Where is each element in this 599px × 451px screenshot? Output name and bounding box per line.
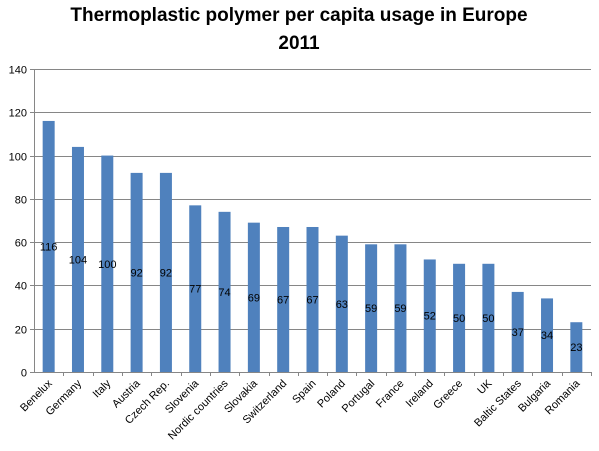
x-tick-label: France	[374, 378, 407, 411]
x-tick-label: Portugal	[340, 378, 377, 415]
data-label: 92	[160, 267, 172, 279]
bars	[42, 120, 583, 372]
data-label: 69	[248, 292, 260, 304]
y-tick-label: 40	[15, 281, 27, 293]
data-labels: 116 104 100 92 92 77 74 69 67 67 63 59 59 52 50 50 37 34 2…	[40, 241, 583, 354]
y-tick-label: 80	[15, 195, 27, 207]
y-tick-label: 140	[9, 65, 27, 77]
data-label: 63	[336, 299, 348, 311]
y-tick-label: 60	[15, 238, 27, 250]
chart-title-line-1: Thermoplastic polymer per capita usage i…	[70, 5, 527, 26]
axes	[30, 69, 592, 376]
y-tick-label: 20	[15, 325, 27, 337]
data-label: 23	[570, 342, 582, 354]
bar	[511, 291, 524, 372]
bar	[42, 120, 55, 372]
data-label: 37	[512, 327, 524, 339]
bar	[394, 244, 407, 372]
data-label: 50	[453, 313, 465, 325]
bar	[335, 235, 348, 372]
bar	[130, 172, 143, 372]
bar	[453, 263, 466, 372]
data-label: 67	[306, 294, 318, 306]
data-label: 67	[277, 294, 289, 306]
x-tick-label: Ireland	[404, 378, 436, 410]
x-tick-label: Italy	[91, 377, 114, 400]
bar	[189, 205, 202, 372]
y-tick-label: 120	[9, 108, 27, 120]
y-tick-labels: 0 20 40 60 80 100 120 140	[9, 65, 27, 380]
bar	[101, 155, 114, 372]
data-label: 116	[40, 241, 58, 253]
data-label: 34	[541, 330, 553, 342]
data-label: 104	[69, 254, 87, 266]
data-label: 52	[424, 311, 436, 323]
x-tick-label: UK	[475, 377, 495, 397]
data-label: 50	[482, 313, 494, 325]
x-tick-label: Greece	[431, 378, 465, 412]
data-label: 59	[394, 303, 406, 315]
y-tick-label: 100	[9, 152, 27, 164]
y-tick-label: 0	[21, 368, 27, 380]
bar	[482, 263, 495, 372]
bar	[570, 322, 583, 372]
data-label: 77	[189, 284, 201, 296]
bar	[247, 222, 260, 372]
bar	[365, 244, 378, 372]
bar	[423, 259, 436, 372]
data-label: 100	[98, 259, 116, 271]
bar	[541, 298, 554, 372]
bar	[159, 172, 172, 372]
bar	[218, 211, 231, 372]
data-label: 92	[130, 267, 142, 279]
data-label: 74	[218, 287, 230, 299]
data-label: 59	[365, 303, 377, 315]
bar	[71, 146, 84, 372]
chart-title-line-2: 2011	[278, 33, 320, 54]
bar	[277, 226, 290, 372]
bar	[306, 226, 319, 372]
